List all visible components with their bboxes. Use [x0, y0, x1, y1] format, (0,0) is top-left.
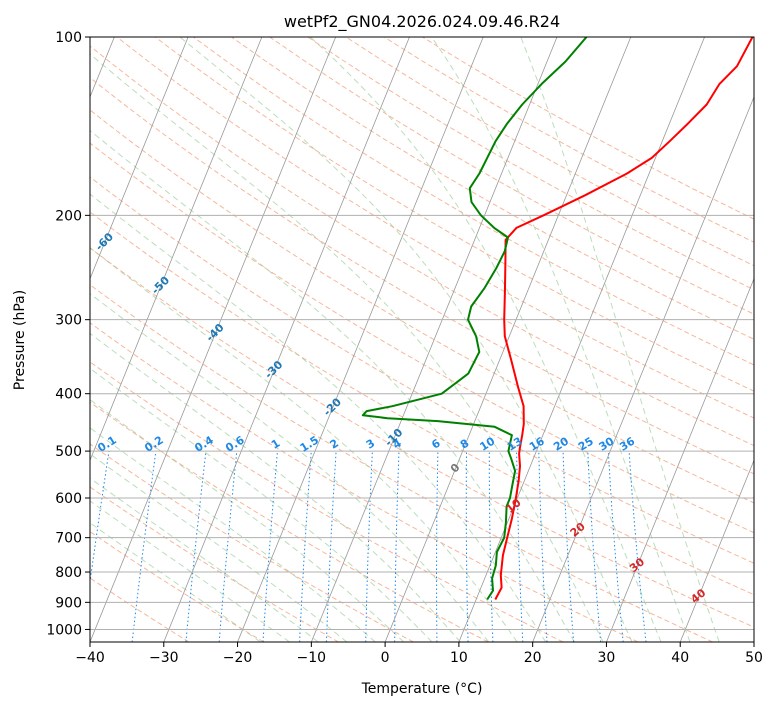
moist-adiabat-line — [90, 453, 348, 642]
dry-adiabat-line — [90, 76, 754, 475]
isotherm-line — [384, 37, 632, 642]
dry-adiabat-line — [90, 211, 754, 596]
x-tick-label: 20 — [524, 650, 542, 666]
isotherm-line — [90, 37, 337, 642]
y-tick-label: 500 — [55, 444, 82, 460]
dry-adiabat-line — [90, 361, 564, 642]
mixing-ratio-line — [628, 451, 647, 642]
x-axis-ticks: −40 −30 −20 −10 0 10 20 30 40 50 — [75, 642, 763, 666]
moist-adiabat-line — [90, 477, 319, 642]
moist-adiabats — [90, 37, 720, 642]
y-tick-label: 1000 — [46, 622, 82, 638]
moist-adiabat-line — [90, 193, 547, 642]
isotherms — [90, 37, 754, 642]
isotherm-line — [163, 37, 410, 642]
isotherm-line — [310, 37, 558, 642]
isotherm-line — [90, 37, 189, 280]
moist-adiabat-line — [90, 53, 604, 642]
temperature-profile-line — [494, 37, 754, 600]
x-tick-label: 50 — [745, 650, 763, 666]
dry-adiabats — [90, 37, 754, 642]
isotherm-line — [90, 37, 263, 462]
moist-adiabat-line — [90, 129, 575, 642]
moist-adiabat-line — [520, 37, 720, 642]
chart-title: wetPf2_GN04.2026.024.09.46.R24 — [284, 12, 560, 32]
y-tick-label: 700 — [55, 531, 82, 547]
y-tick-label: 100 — [55, 30, 82, 46]
x-tick-label: 30 — [598, 650, 616, 666]
mixing-ratio-line — [218, 451, 238, 642]
dry-adiabat-line — [90, 486, 339, 642]
dry-adiabat-line — [90, 401, 489, 642]
x-axis-label: Temperature (°C) — [361, 681, 483, 697]
profile-series — [361, 37, 754, 601]
y-tick-label: 600 — [55, 491, 82, 507]
x-tick-label: −10 — [297, 650, 327, 666]
moist-adiabat-line — [90, 500, 290, 642]
moist-adiabat-line — [179, 37, 633, 642]
mixing-ratio-line — [90, 451, 110, 586]
dry-adiabat-line — [231, 37, 754, 340]
dry-adiabat-line — [90, 322, 639, 642]
x-tick-label: −40 — [75, 650, 105, 666]
mixing-ratio-line — [607, 451, 624, 642]
dry-adiabat-line — [307, 37, 754, 291]
dry-adiabat-line — [90, 247, 754, 628]
dry-adiabat-line — [90, 284, 713, 642]
moist-adiabat-line — [90, 332, 461, 642]
dry-adiabat-line — [193, 37, 754, 366]
y-tick-label: 200 — [55, 208, 82, 224]
y-tick-label: 900 — [55, 595, 82, 611]
dry-adiabat-line — [90, 109, 754, 504]
x-tick-label: 40 — [671, 650, 689, 666]
moist-adiabat-line — [90, 522, 261, 642]
y-tick-label: 300 — [55, 313, 82, 329]
y-axis-ticks: 1000 900 800 700 600 500 400 300 200 100 — [46, 30, 90, 638]
dry-adiabat-line — [90, 531, 265, 642]
moist-adiabat-line — [431, 37, 691, 642]
isotherm-line — [532, 95, 754, 642]
moist-adiabat-line — [90, 293, 490, 642]
isotherm-line — [237, 37, 484, 642]
dry-adiabat-line — [90, 176, 754, 564]
y-axis-label: Pressure (hPa) — [12, 290, 28, 390]
dry-adiabat-line — [154, 37, 754, 392]
isotherm-line — [458, 37, 705, 642]
moist-adiabat-line — [90, 247, 518, 642]
x-tick-label: 0 — [381, 650, 390, 666]
dewpoint-profile-line — [361, 37, 588, 601]
moist-adiabat-line — [90, 427, 376, 642]
moist-adiabat-line — [90, 399, 405, 642]
isotherm-line — [606, 277, 754, 642]
pressure-gridlines — [90, 37, 754, 630]
plot-frame — [89, 36, 755, 643]
isotherm-line — [679, 459, 754, 642]
y-tick-label: 800 — [55, 565, 82, 581]
x-tick-label: −30 — [149, 650, 179, 666]
y-tick-label: 400 — [55, 387, 82, 403]
x-tick-label: −20 — [223, 650, 253, 666]
dry-adiabat-line — [90, 142, 754, 534]
mixing-ratio-line — [185, 451, 207, 642]
moist-adiabat-line — [310, 37, 662, 642]
dry-adiabat-line — [269, 37, 754, 315]
x-tick-label: 10 — [450, 650, 468, 666]
